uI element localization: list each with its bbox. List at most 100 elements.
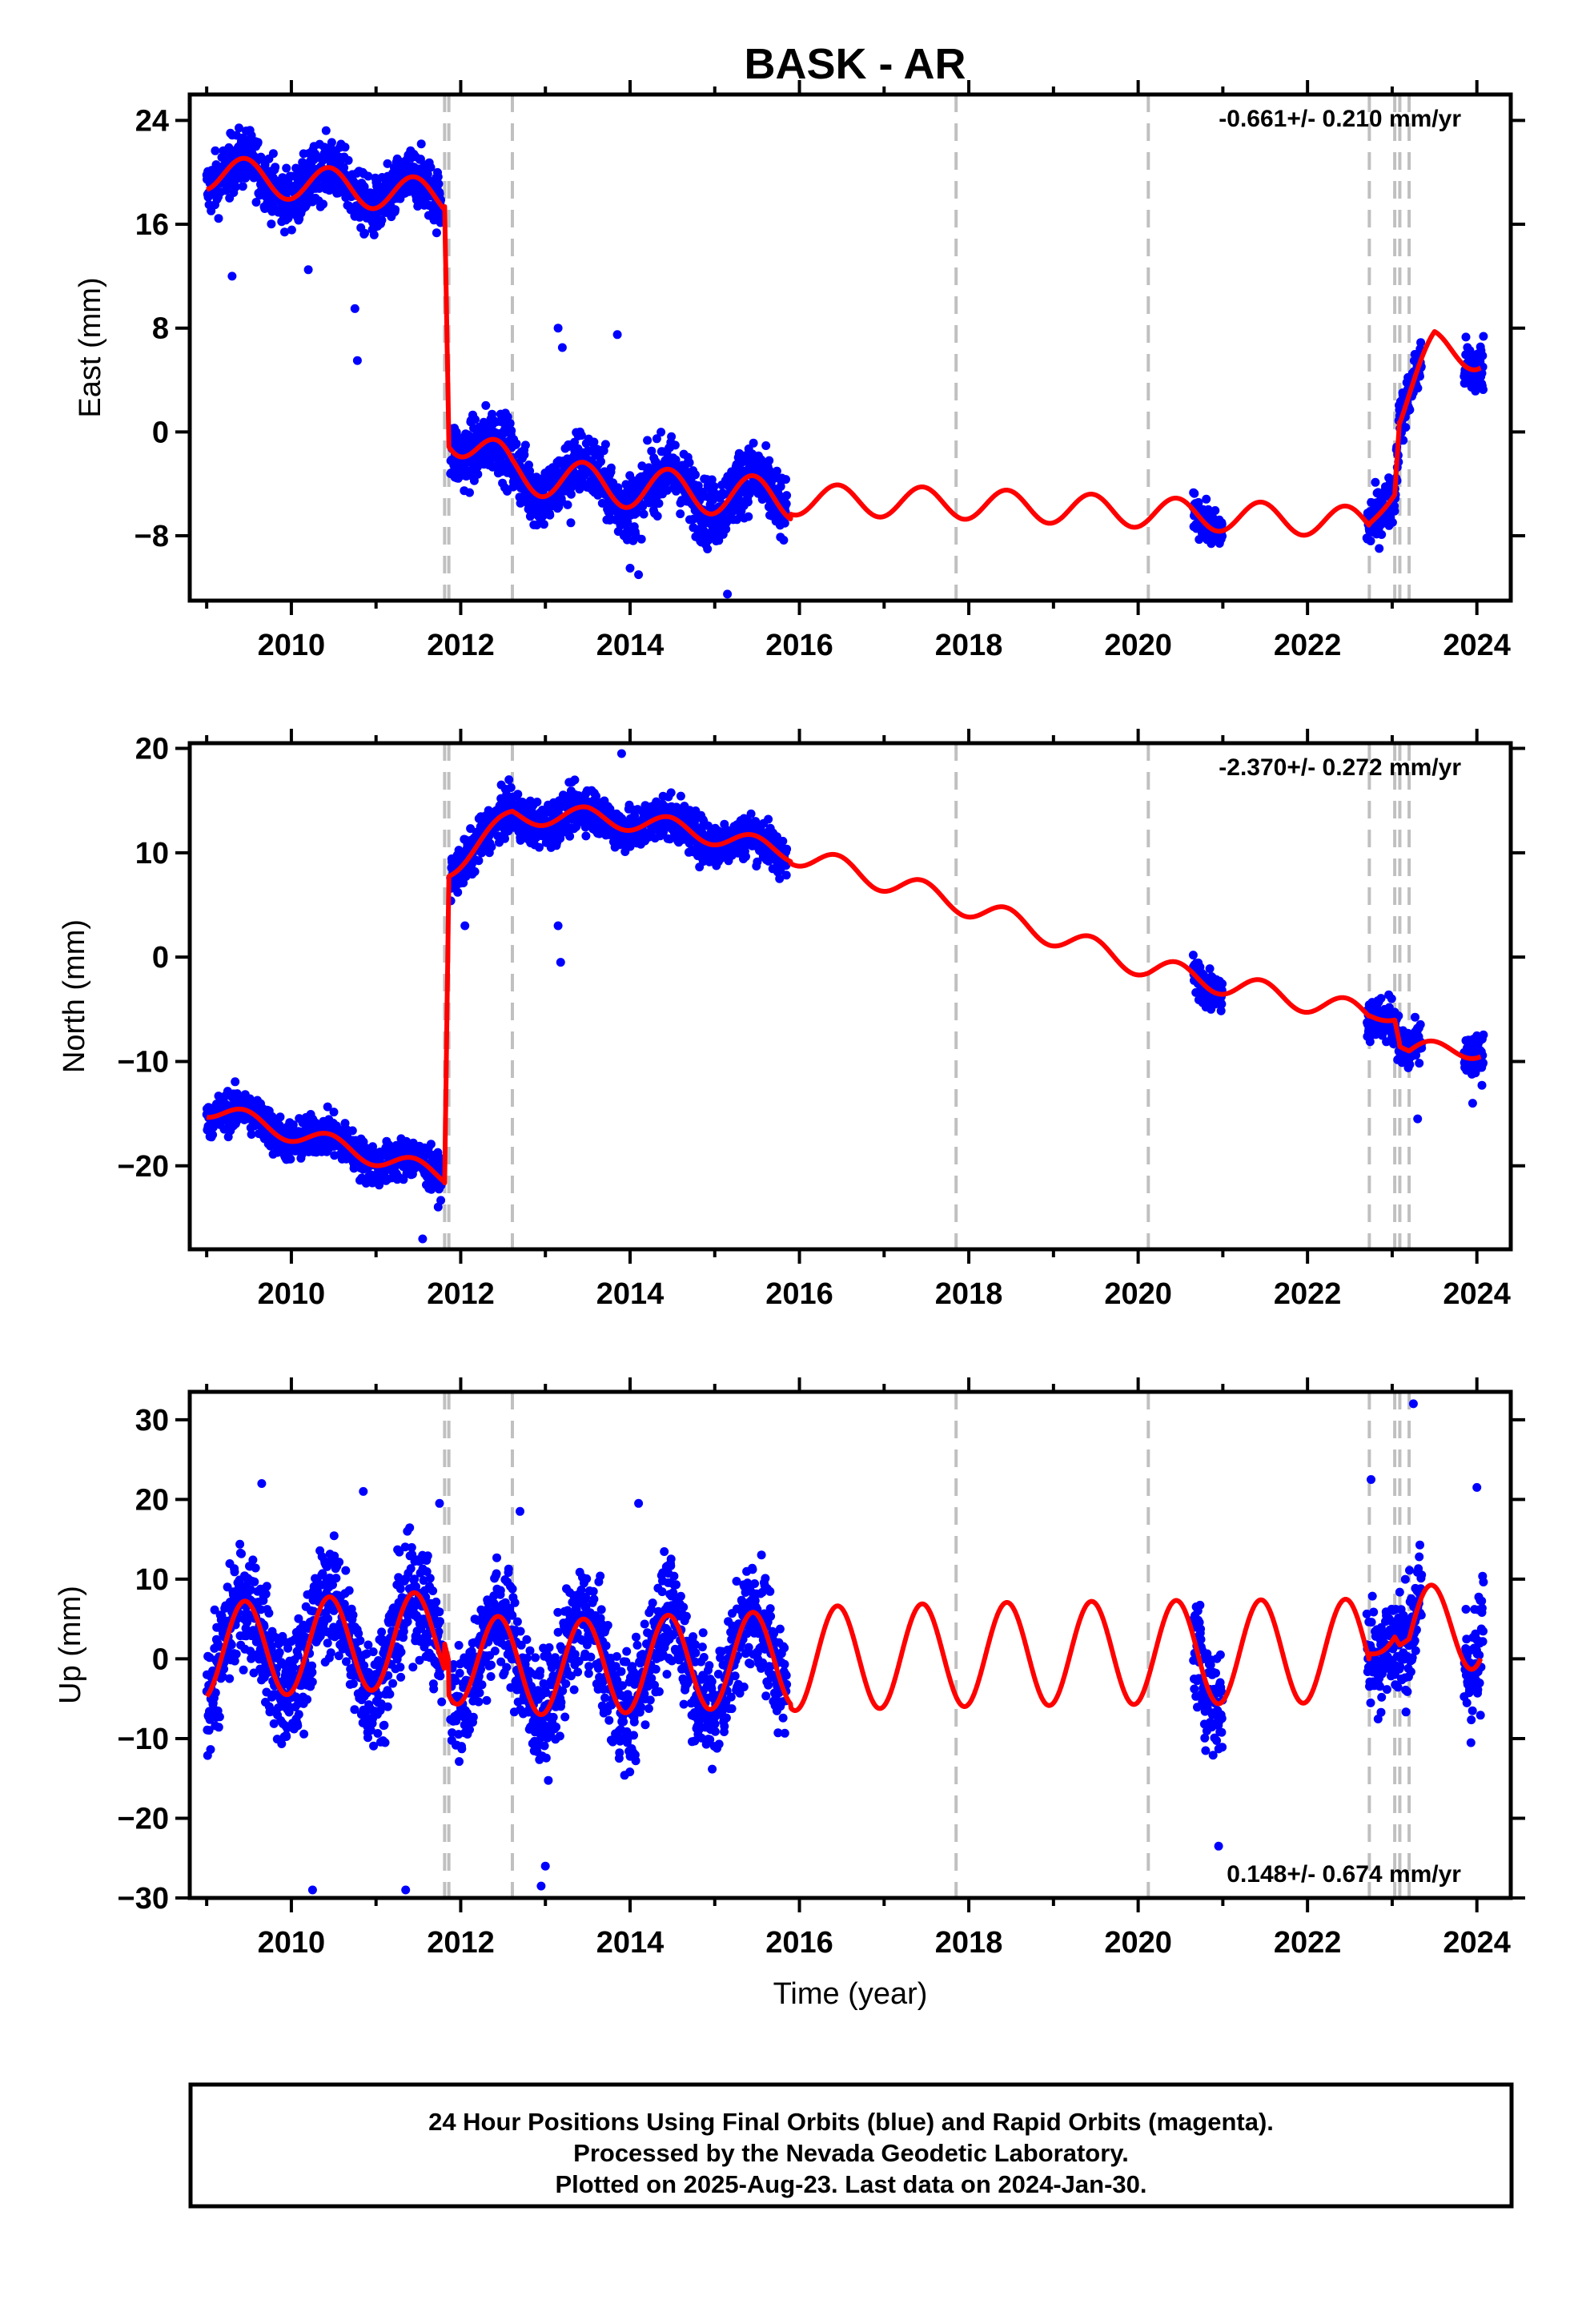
east-data-point [321,126,331,135]
north-data-point [474,856,484,866]
east-data-point [271,163,280,172]
east-rate-text: -0.661+/- 0.210 mm/yr [1219,106,1461,132]
east-ytick-label: −8 [135,520,169,553]
east-data-point [214,214,223,223]
up-data-point [206,1745,215,1755]
up-data-point [231,1650,241,1659]
north-data-point [1387,994,1396,1003]
east-data-marks [202,94,1488,601]
north-data-point [506,783,516,792]
up-data-point [225,1674,235,1683]
north-ytick-label: 10 [135,837,169,870]
east-data-point [211,146,220,155]
north-data-marks [202,743,1488,1249]
east-data-point [280,227,289,237]
east-data-point [1366,537,1375,545]
chart-title: BASK - AR [745,40,966,88]
north-data-point [666,788,676,798]
east-data-point [377,215,387,225]
north-outlier-point [1468,1099,1477,1108]
east-xtick-label: 2012 [427,629,495,662]
north-x-ticks: 2010 2012 2014 2016 2018 2020 2022 2024 [205,729,1511,1311]
east-data-point [224,143,234,152]
north-data-point [513,790,523,799]
east-data-point [781,475,790,485]
east-data-point [434,179,444,189]
north-data-point [329,1108,339,1117]
east-data-point [654,499,664,509]
north-data-point [487,842,496,851]
north-data-point [1218,979,1227,988]
up-data-point [230,1567,239,1577]
east-data-point [656,428,666,437]
north-data-point [746,809,756,818]
north-data-point [500,834,509,843]
east-data-point [473,469,483,479]
panel-up: Up (mm) 0.148+/- 0.674 mm/yr 3020100−10−… [54,1377,1525,1960]
east-data-point [360,228,369,238]
east-data-point [340,143,350,152]
north-data-point [1405,1059,1415,1069]
north-model-line [204,804,1483,1186]
north-xtick-label: 2022 [1274,1277,1342,1311]
east-data-point [268,149,278,159]
north-outlier-point [553,921,563,931]
east-data-point [761,441,771,450]
east-data-point [512,439,521,448]
north-ytick-label: −20 [118,1150,169,1184]
north-data-point [1415,1019,1425,1029]
east-data-point [670,440,680,450]
up-data-point [261,1590,271,1598]
east-data-point [507,426,516,436]
east-data-point [563,500,572,509]
east-data-point [749,438,758,448]
north-outlier-point [460,921,470,931]
east-xtick-label: 2010 [258,629,326,662]
north-data-point [453,887,463,897]
east-xtick-label: 2016 [765,629,833,662]
north-outlier-point [418,1234,428,1244]
east-ytick-label: 0 [152,416,169,449]
east-data-point [327,138,336,147]
north-data-point [1479,1058,1488,1068]
north-ytick-label: 0 [152,941,169,975]
north-data-point [436,1196,446,1205]
east-data-point [652,512,662,521]
up-data-point [248,1555,258,1565]
east-data-point [743,497,753,507]
north-data-point [581,831,591,841]
east-outlier-point [350,304,359,313]
north-data-point [1205,964,1215,974]
up-data-point [235,1539,245,1549]
north-ylabel: North (mm) [58,919,91,1073]
east-data-point [235,123,243,133]
east-outlier-point [303,265,313,275]
panel-east: East (mm) -0.661+/- 0.210 mm/yr 241680−8… [74,80,1525,662]
east-data-point [282,163,291,173]
east-data-point [391,205,400,215]
east-data-point [369,230,379,239]
east-data-point [781,499,791,509]
east-outlier-point [352,356,362,365]
east-data-point [1416,338,1426,348]
east-data-point [520,440,530,450]
east-data-point [606,463,616,472]
up-data-point [251,1563,260,1573]
north-ytick-label: 20 [135,733,169,766]
east-data-point [566,489,576,499]
north-xtick-label: 2024 [1443,1277,1511,1311]
up-data-point [262,1582,271,1591]
east-data-point [545,510,555,520]
east-data-point [1371,477,1380,487]
east-data-point [253,138,263,147]
east-data-point [251,198,261,207]
east-data-point [471,415,480,424]
north-outlier-point [616,749,626,758]
east-data-point [222,184,231,194]
north-data-point [470,866,480,876]
east-ytick-label: 16 [135,208,169,242]
east-data-point [1190,489,1199,498]
north-data-point [1217,999,1227,1009]
east-plot-frame [187,92,1513,603]
east-data-point [765,456,774,465]
